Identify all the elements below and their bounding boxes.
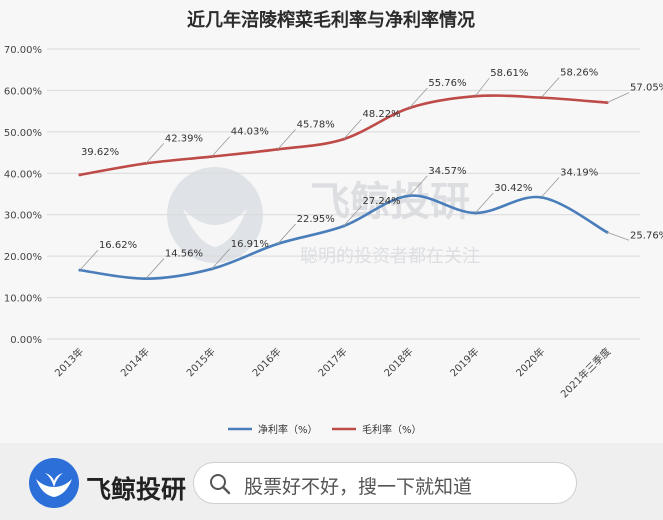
data-label: 57.05% — [630, 83, 663, 94]
data-label-leader — [211, 248, 231, 270]
y-tick-label: 30.00% — [4, 211, 42, 222]
data-label: 45.78% — [297, 119, 335, 130]
x-tick-label: 2015年 — [184, 345, 218, 379]
data-label-leader — [343, 205, 362, 227]
y-tick-label: 40.00% — [4, 169, 42, 180]
data-label: 22.95% — [297, 214, 335, 225]
x-tick-label: 2020年 — [513, 345, 547, 379]
y-tick-label: 50.00% — [4, 128, 42, 139]
chart-area: 飞鲸投研 聪明的投资者都在关注 近几年涪陵榨菜毛利率与净利率情况 0.00% 10.00… — [3, 9, 663, 436]
data-label-leader — [606, 231, 630, 241]
data-label: 14.56% — [165, 249, 203, 260]
brand-name[interactable]: 飞鲸投研 — [86, 475, 187, 504]
data-label: 44.03% — [231, 127, 269, 138]
data-label-leader — [540, 77, 560, 98]
data-label-leader — [474, 77, 490, 97]
watermark-logo-shape — [183, 209, 247, 247]
data-label-leader — [145, 143, 165, 164]
legend-label[interactable]: 净利率（%） — [258, 423, 318, 436]
y-tick-label: 20.00% — [4, 252, 42, 263]
data-label-leader — [277, 129, 296, 150]
data-label: 25.76% — [630, 230, 663, 241]
data-label: 58.26% — [560, 68, 598, 79]
data-label-leader — [474, 192, 494, 214]
search-icon[interactable] — [208, 472, 232, 496]
data-point — [78, 173, 82, 177]
data-label-leader — [409, 87, 428, 109]
data-label-leader — [409, 175, 428, 197]
data-label: 16.91% — [231, 239, 269, 250]
data-label: 27.24% — [363, 196, 401, 207]
data-label-leader — [606, 92, 630, 104]
data-label: 58.61% — [490, 68, 528, 79]
data-label-leader — [277, 223, 296, 245]
whale-logo-icon[interactable] — [28, 457, 80, 509]
x-tick-label: 2018年 — [381, 345, 415, 379]
y-tick-label: 0.00% — [10, 335, 42, 346]
data-label-leader — [145, 258, 165, 279]
x-tick-label: 2019年 — [447, 345, 481, 379]
data-label: 16.62% — [99, 240, 137, 251]
data-label: 30.42% — [494, 183, 532, 194]
y-tick-label: 10.00% — [4, 294, 42, 305]
data-label-leader — [343, 118, 362, 140]
y-tick-label: 60.00% — [4, 86, 42, 97]
series-line-gross-margin — [79, 94, 608, 177]
legend-label[interactable]: 毛利率（%） — [362, 423, 422, 436]
data-label: 34.19% — [560, 167, 598, 178]
data-label-leader — [79, 249, 99, 271]
x-tick-label: 2016年 — [249, 345, 283, 379]
data-label: 34.57% — [428, 166, 466, 177]
search-placeholder: 股票好不好，搜一下就知道 — [244, 476, 473, 498]
x-tick-label: 2017年 — [315, 345, 349, 379]
x-tick-label: 2013年 — [52, 345, 86, 379]
line-chart: 飞鲸投研聪明的投资者都在关注近几年涪陵榨菜毛利率与净利率情况0.00%10.00… — [4, 9, 663, 436]
data-label: 55.76% — [428, 78, 466, 89]
data-label-leader — [540, 177, 560, 198]
data-label-leader — [211, 136, 231, 157]
chart-title: 近几年涪陵榨菜毛利率与净利率情况 — [187, 9, 475, 31]
search-input[interactable]: 股票好不好，搜一下就知道 — [193, 462, 577, 504]
data-label: 42.39% — [165, 133, 203, 144]
data-label: 48.22% — [363, 109, 401, 120]
data-label: 39.62% — [81, 147, 119, 158]
x-tick-label: 2021年三季度 — [558, 345, 613, 400]
x-tick-label: 2014年 — [118, 345, 152, 379]
y-tick-label: 70.00% — [4, 45, 42, 56]
